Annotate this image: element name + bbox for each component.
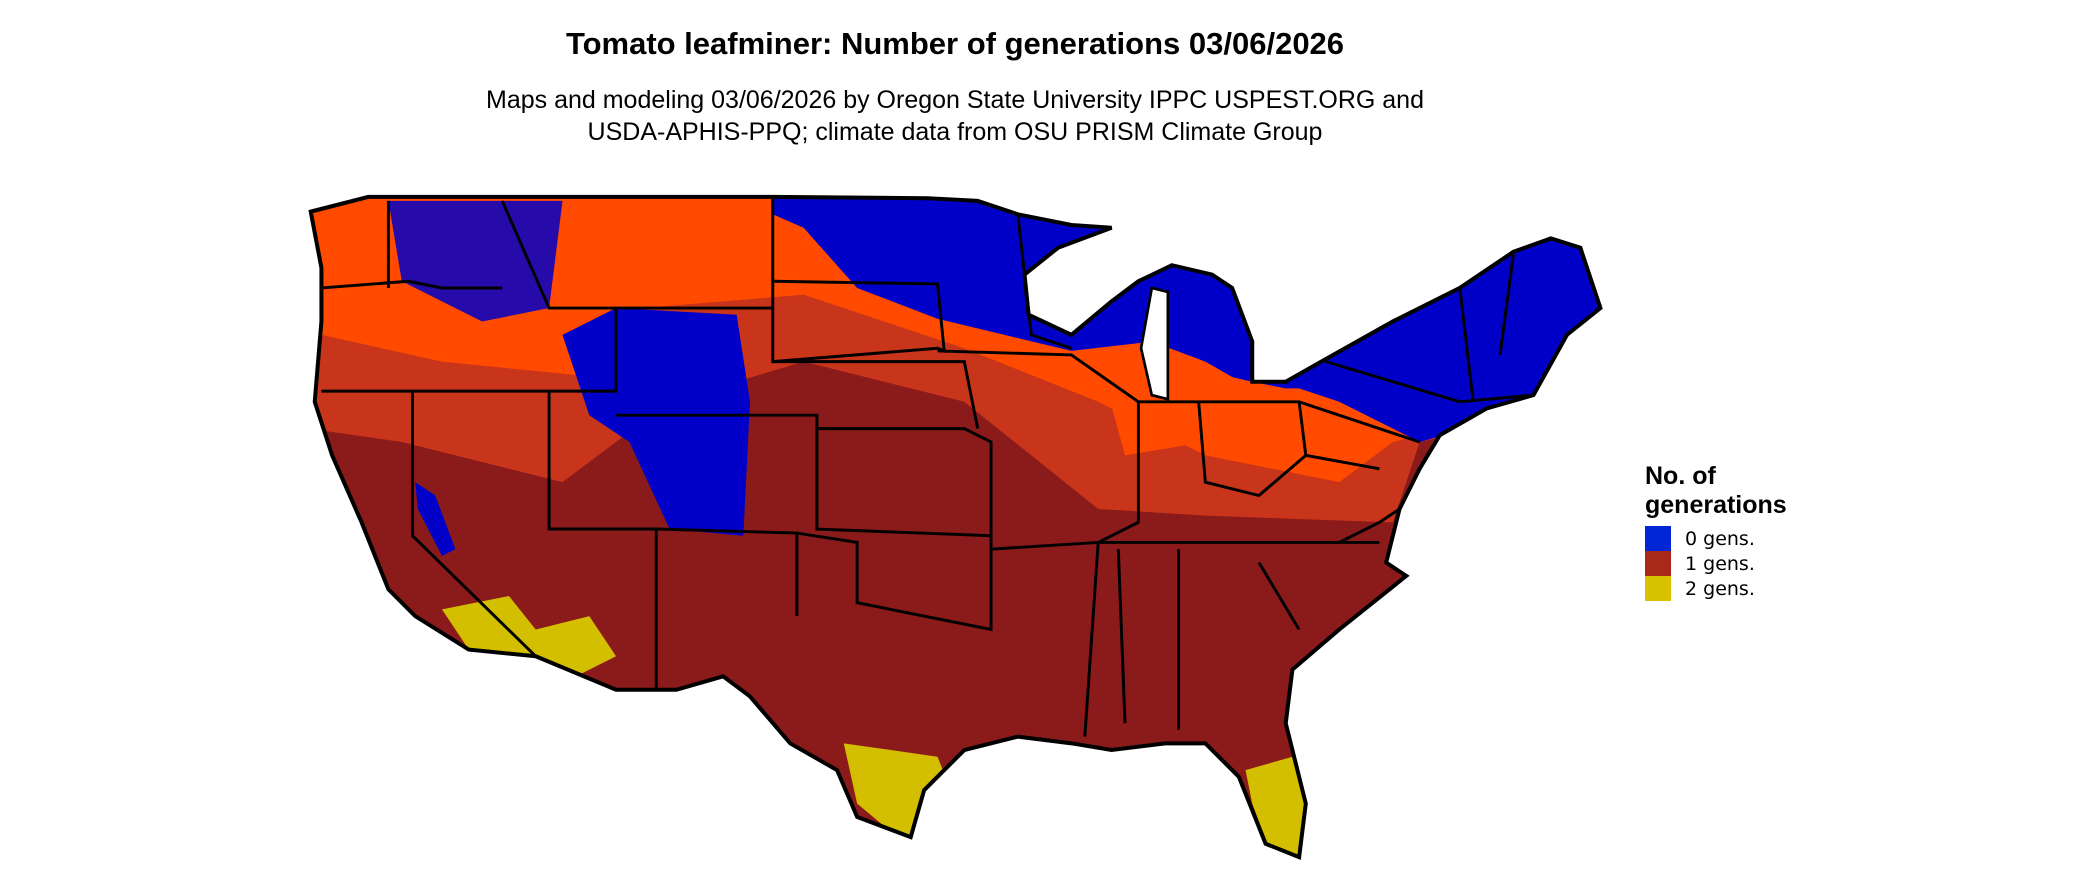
legend-item-2-gens: 2 gens. [1645,576,1787,601]
region-2-gen-socal [441,596,617,677]
map-title: Tomato leafminer: Number of generations … [565,26,1345,61]
legend-label: 2 gens. [1685,577,1755,600]
region-0-gen-sierra [415,482,456,556]
legend-swatch-red [1645,551,1671,576]
subtitle-line-2: USDA-APHIS-PPQ; climate data from OSU PR… [587,118,1323,146]
legend-item-1-gens: 1 gens. [1645,551,1787,576]
region-2-gen-texas [843,743,951,838]
state-borders [321,198,1534,737]
map-subtitle: Maps and modeling 03/06/2026 by Oregon S… [0,84,1910,148]
legend-swatch-blue [1645,526,1671,551]
region-0-gen-idaho [388,200,563,322]
legend-swatch-yellow [1645,576,1671,601]
legend-title-line-2: generations [1645,491,1787,519]
legend-title-line-1: No. of [1645,462,1716,490]
legend-label: 0 gens. [1685,527,1755,550]
legend-item-0-gens: 0 gens. [1645,526,1787,551]
subtitle-line-1: Maps and modeling 03/06/2026 by Oregon S… [486,86,1424,114]
region-2-gen-florida [1245,756,1306,858]
lake-michigan [1139,286,1170,401]
legend: No. of generations 0 gens. 1 gens. 2 gen… [1645,462,1787,601]
legend-title: No. of generations [1645,462,1787,520]
region-0-gen-rockies [562,308,750,536]
legend-label: 1 gens. [1685,552,1755,575]
